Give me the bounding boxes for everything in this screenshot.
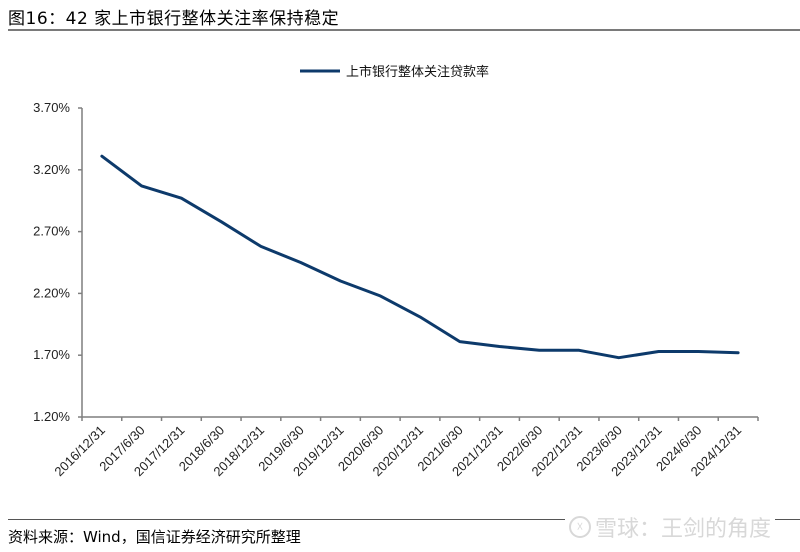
- legend-label: 上市银行整体关注贷款率: [346, 64, 489, 80]
- y-axis: 3.70% 3.20% 2.70% 2.20% 1.70% 1.20%: [33, 100, 83, 424]
- x-axis: 2016/12/312017/6/302017/12/312018/6/3020…: [51, 416, 759, 480]
- y-tick-label: 3.70%: [33, 100, 70, 115]
- series-line: [100, 154, 740, 360]
- legend: 上市银行整体关注贷款率: [300, 64, 489, 80]
- y-tick-label: 2.70%: [33, 224, 70, 239]
- y-tick-label: 3.20%: [33, 162, 70, 177]
- watermark-text: 雪球：王剑的角度: [595, 517, 772, 542]
- y-tick-label: 1.20%: [33, 409, 70, 424]
- snowball-logo-icon: ☓: [569, 516, 591, 538]
- x-tick-label: 2016/12/31: [51, 423, 108, 480]
- source-note: 资料来源：Wind，国信证券经济研究所整理: [8, 528, 301, 546]
- y-tick-label: 1.70%: [33, 347, 70, 362]
- watermark: ☓ 雪球：王剑的角度: [565, 511, 776, 543]
- source-divider: [8, 519, 800, 520]
- figure-title: 图16：42 家上市银行整体关注率保持稳定: [8, 9, 340, 29]
- title-divider: [8, 29, 800, 31]
- y-tick-label: 2.20%: [33, 285, 70, 300]
